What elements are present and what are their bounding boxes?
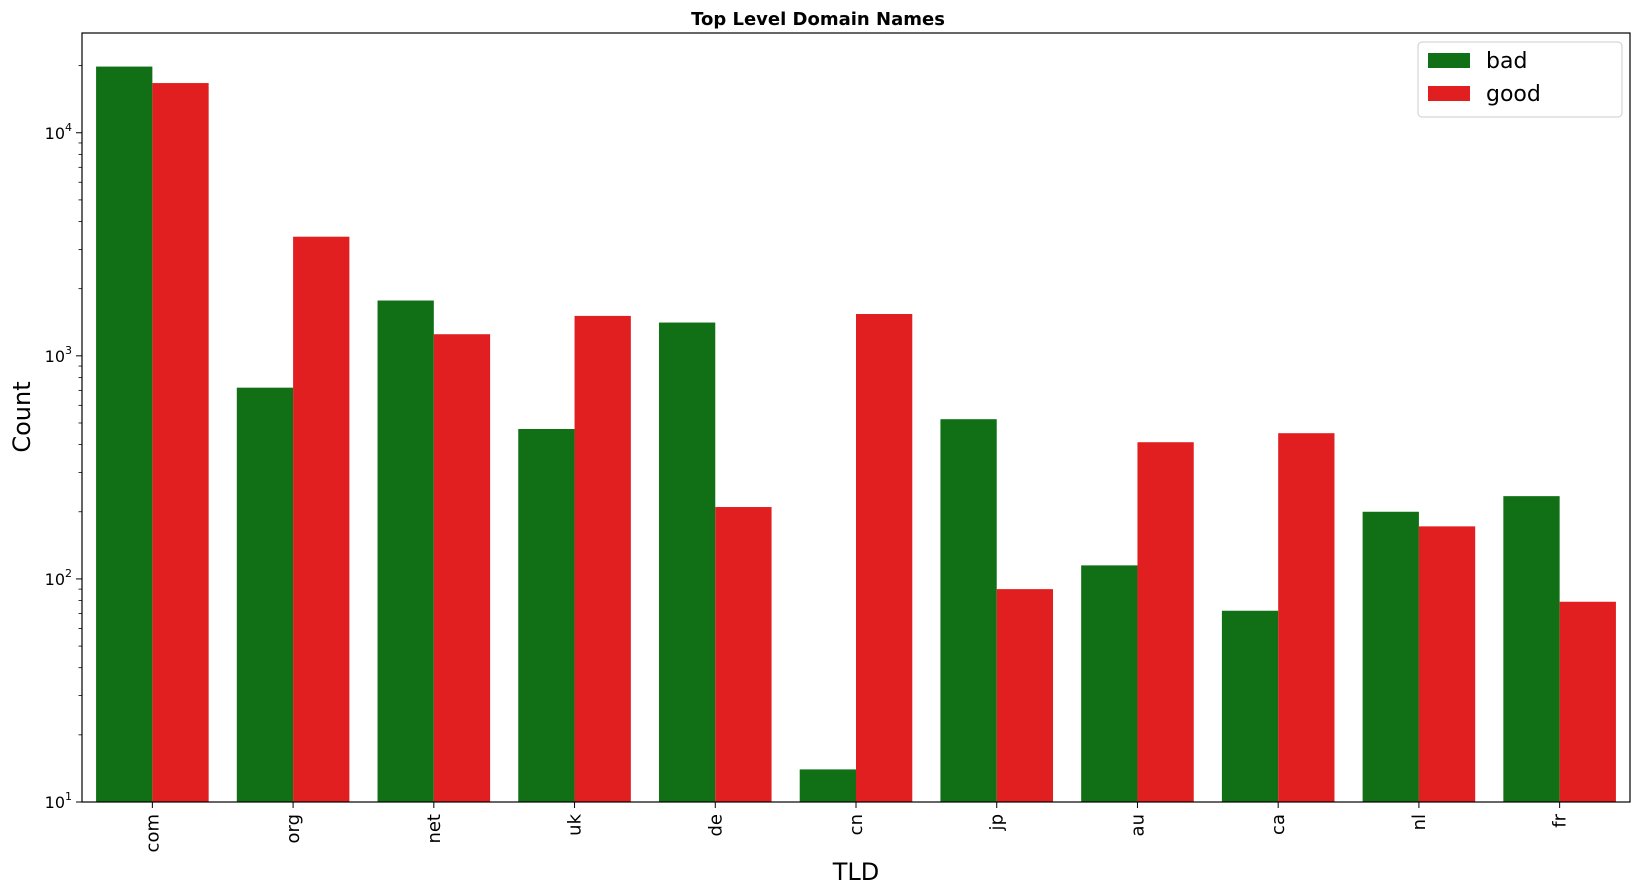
x-tick-label-nl: nl [1409, 814, 1430, 830]
bar-good-de [715, 507, 772, 802]
bar-bad-nl [1362, 511, 1419, 802]
y-tick-label-10: 101 [45, 790, 72, 812]
y-tick-label-100: 102 [45, 567, 72, 589]
x-tick-label-jp: jp [987, 814, 1008, 831]
legend: bad good [1417, 41, 1623, 118]
chart-title: Top Level Domain Names [691, 9, 945, 30]
x-tick-label-net: net [424, 814, 445, 844]
plot-frame [81, 32, 1631, 803]
bar-good-nl [1418, 526, 1476, 802]
bar-good-au [1137, 442, 1194, 802]
legend-swatch-good [1428, 86, 1470, 101]
bar-bad-org [236, 387, 294, 802]
bar-bad-au [1081, 565, 1138, 802]
bar-bad-fr [1503, 496, 1560, 802]
bar-good-cn [856, 314, 913, 802]
x-tick-label-au: au [1127, 814, 1148, 836]
bar-good-org [293, 236, 350, 802]
x-axis: com org net uk de cn jp au ca nl fr [142, 802, 1571, 852]
bar-good-ca [1278, 433, 1335, 802]
bar-bad-de [658, 322, 716, 802]
y-tick-label-1000: 103 [45, 344, 72, 366]
legend-swatch-bad [1428, 53, 1470, 68]
bar-bad-jp [940, 419, 997, 802]
x-tick-label-uk: uk [565, 813, 586, 835]
bar-bad-com [96, 66, 153, 803]
bar-bad-ca [1221, 610, 1279, 802]
bar-bad-cn [799, 769, 856, 802]
x-tick-label-cn: cn [846, 814, 867, 835]
x-tick-label-de: de [705, 814, 726, 837]
bar-good-jp [996, 589, 1054, 802]
y-tick-label-10000: 104 [45, 121, 72, 143]
bars-group [96, 66, 1616, 803]
y-axis-label: Count [8, 381, 36, 452]
legend-label-good: good [1486, 82, 1541, 107]
y-axis: 101 102 103 104 [45, 65, 82, 812]
x-tick-label-ca: ca [1268, 814, 1289, 835]
x-tick-label-org: org [283, 814, 304, 844]
bar-bad-uk [518, 428, 575, 802]
bar-good-com [152, 83, 209, 802]
x-tick-label-com: com [142, 814, 163, 852]
x-axis-label: TLD [832, 858, 880, 886]
bar-good-fr [1559, 601, 1616, 802]
bar-good-uk [574, 315, 631, 802]
legend-label-bad: bad [1486, 49, 1527, 74]
bar-bad-net [377, 300, 434, 802]
x-tick-label-fr: fr [1550, 813, 1571, 827]
bar-good-net [433, 334, 491, 802]
